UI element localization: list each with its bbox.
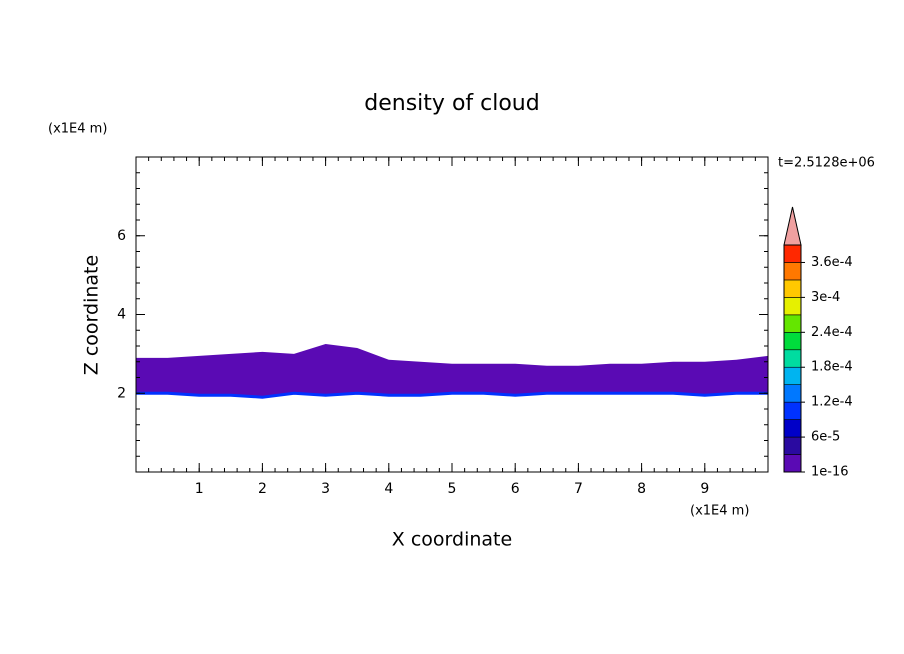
colorbar-swatch (783, 314, 802, 333)
colorbar-swatch (783, 332, 802, 351)
colorbar-swatch (783, 436, 802, 455)
x-axis-title: X coordinate (392, 529, 512, 551)
y-axis-title: Z coordinate (81, 255, 103, 375)
colorbar-swatch (783, 419, 802, 438)
colorbar-extend (783, 206, 802, 246)
x-tick-label: 7 (574, 481, 583, 497)
colorbar-swatch (783, 244, 802, 263)
time-annotation: t=2.5128e+06 (778, 156, 875, 171)
chart-title: density of cloud (364, 91, 539, 116)
y-tick-label: 6 (117, 228, 126, 244)
colorbar-swatch (783, 384, 802, 403)
x-tick-label: 4 (384, 481, 393, 497)
y-tick-label: 4 (117, 307, 126, 323)
colorbar-tick-label: 3e-4 (811, 290, 840, 305)
colorbar-tick-label: 1e-16 (811, 465, 849, 480)
y-unit: (x1E4 m) (48, 122, 107, 137)
x-tick-label: 9 (700, 481, 709, 497)
x-tick-label: 5 (448, 481, 457, 497)
colorbar-swatch (783, 349, 802, 368)
x-tick-label: 1 (195, 481, 204, 497)
plot-frame (135, 156, 769, 473)
colorbar-tick-label: 6e-5 (811, 430, 840, 445)
x-unit: (x1E4 m) (690, 504, 749, 519)
colorbar-frame (783, 244, 802, 473)
colorbar-swatch (783, 401, 802, 420)
colorbar-tick-label: 1.8e-4 (811, 360, 853, 375)
colorbar-swatch (783, 366, 802, 385)
cloud-base (136, 391, 768, 399)
colorbar-swatch (783, 262, 802, 281)
x-tick-label: 8 (637, 481, 646, 497)
colorbar-tick-label: 3.6e-4 (811, 255, 853, 270)
colorbar-tick-label: 1.2e-4 (811, 395, 853, 410)
colorbar-swatch (783, 454, 802, 473)
x-tick-label: 6 (511, 481, 520, 497)
colorbar-tick-label: 2.4e-4 (811, 325, 853, 340)
colorbar-swatch (783, 297, 802, 316)
colorbar-swatch (783, 279, 802, 298)
x-tick-label: 3 (321, 481, 330, 497)
y-tick-label: 2 (117, 385, 126, 401)
x-tick-label: 2 (258, 481, 267, 497)
cloud-field (136, 344, 768, 398)
